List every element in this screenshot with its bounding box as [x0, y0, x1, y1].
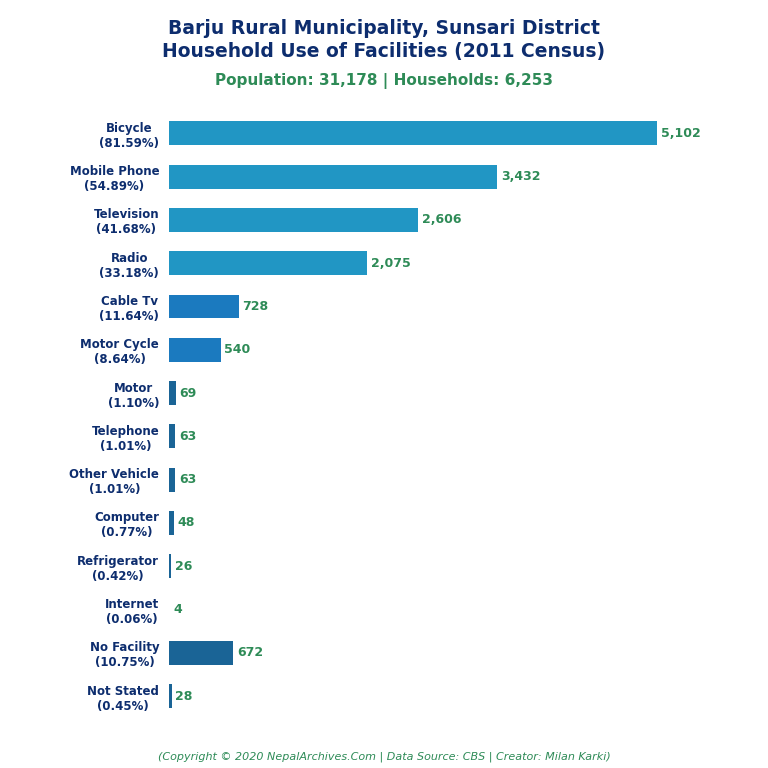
- Bar: [169, 295, 239, 319]
- Bar: [169, 121, 657, 145]
- Text: 63: 63: [179, 430, 196, 443]
- Text: 728: 728: [243, 300, 269, 313]
- Text: 2,606: 2,606: [422, 214, 462, 227]
- Bar: [169, 425, 175, 449]
- Bar: [169, 208, 419, 232]
- Text: 48: 48: [177, 516, 195, 529]
- Bar: [169, 511, 174, 535]
- Text: 26: 26: [175, 560, 193, 573]
- Text: Barju Rural Municipality, Sunsari District: Barju Rural Municipality, Sunsari Distri…: [168, 19, 600, 38]
- Text: (Copyright © 2020 NepalArchives.Com | Data Source: CBS | Creator: Milan Karki): (Copyright © 2020 NepalArchives.Com | Da…: [157, 751, 611, 762]
- Text: 5,102: 5,102: [660, 127, 700, 140]
- Text: 3,432: 3,432: [501, 170, 541, 184]
- Bar: [169, 338, 220, 362]
- Bar: [169, 165, 497, 189]
- Bar: [169, 684, 171, 708]
- Bar: [169, 641, 233, 664]
- Text: 28: 28: [175, 690, 193, 703]
- Text: Household Use of Facilities (2011 Census): Household Use of Facilities (2011 Census…: [163, 42, 605, 61]
- Text: 540: 540: [224, 343, 250, 356]
- Bar: [169, 251, 367, 275]
- Text: 63: 63: [179, 473, 196, 486]
- Text: 4: 4: [173, 603, 182, 616]
- Bar: [169, 468, 175, 492]
- Bar: [169, 381, 176, 405]
- Text: Population: 31,178 | Households: 6,253: Population: 31,178 | Households: 6,253: [215, 73, 553, 89]
- Text: 672: 672: [237, 646, 263, 659]
- Text: 69: 69: [180, 386, 197, 399]
- Bar: [169, 554, 171, 578]
- Text: 2,075: 2,075: [371, 257, 411, 270]
